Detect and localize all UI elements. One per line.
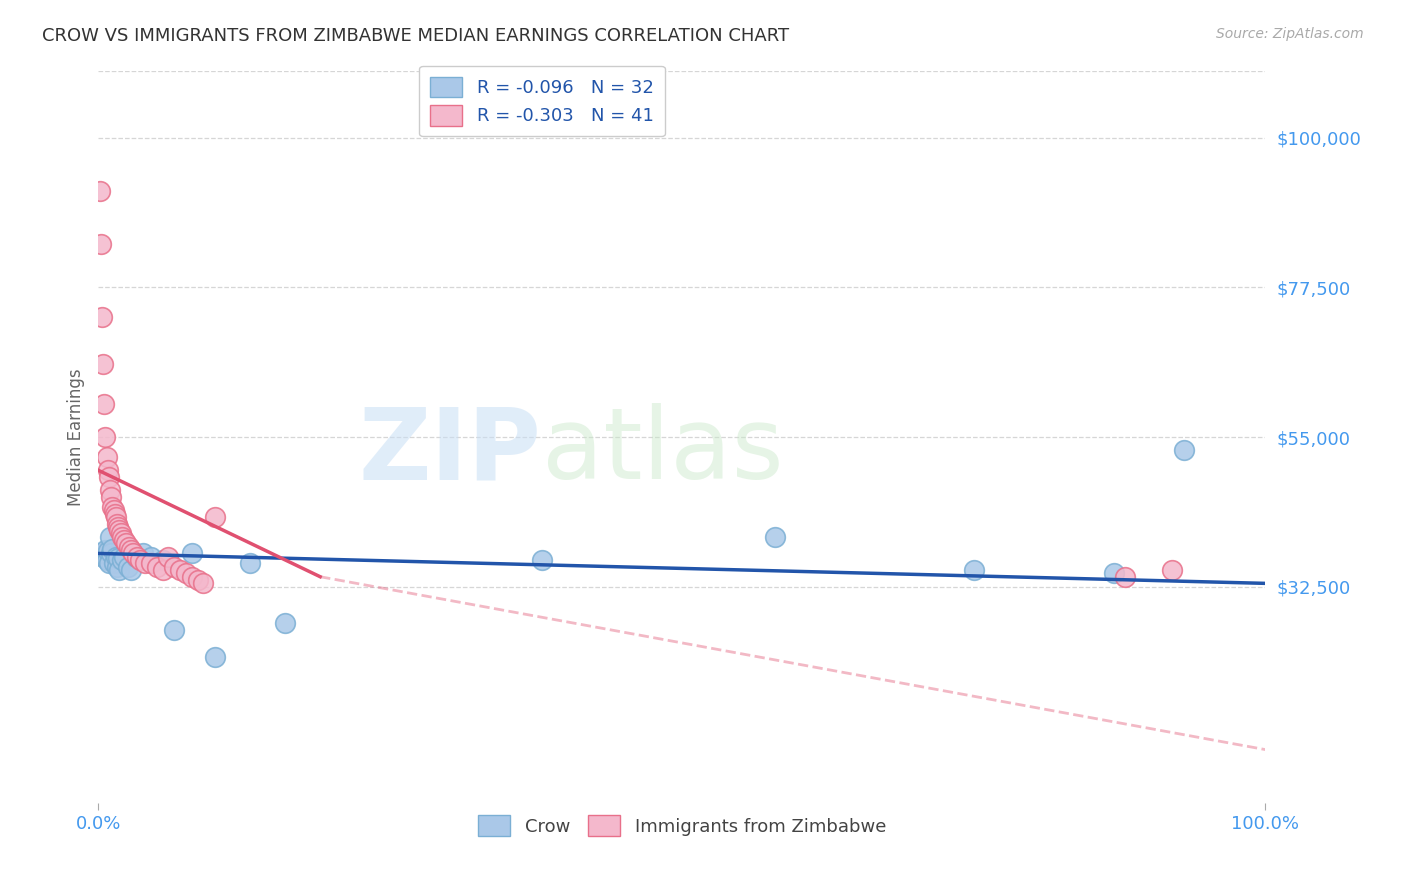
Point xyxy=(180,546,202,560)
Point xyxy=(129,553,152,567)
Point xyxy=(90,310,112,325)
Point xyxy=(274,616,297,631)
Legend: Crow, Immigrants from Zimbabwe: Crow, Immigrants from Zimbabwe xyxy=(468,806,896,845)
Point xyxy=(115,536,138,550)
Text: atlas: atlas xyxy=(541,403,783,500)
Point xyxy=(93,397,115,411)
Point xyxy=(962,563,984,577)
Point xyxy=(174,566,197,581)
Point xyxy=(104,509,127,524)
Point xyxy=(90,237,112,252)
Point xyxy=(90,546,112,560)
Point xyxy=(96,450,118,464)
Point xyxy=(204,649,226,664)
Point xyxy=(122,546,145,560)
Point xyxy=(111,553,134,567)
Point xyxy=(97,470,120,484)
Point xyxy=(108,523,131,537)
Point xyxy=(111,530,134,544)
Text: Source: ZipAtlas.com: Source: ZipAtlas.com xyxy=(1216,27,1364,41)
Point xyxy=(193,576,215,591)
Point xyxy=(110,526,132,541)
Point xyxy=(1161,563,1184,577)
Point xyxy=(103,557,125,571)
Point xyxy=(125,549,148,564)
Point xyxy=(163,623,186,637)
Point xyxy=(98,530,121,544)
Point xyxy=(118,540,141,554)
Point xyxy=(187,573,209,587)
Point xyxy=(96,553,118,567)
Point xyxy=(97,557,120,571)
Point xyxy=(98,483,121,498)
Point xyxy=(94,430,117,444)
Point xyxy=(104,549,127,564)
Y-axis label: Median Earnings: Median Earnings xyxy=(66,368,84,506)
Point xyxy=(105,516,128,531)
Point xyxy=(239,557,262,571)
Point xyxy=(169,563,191,577)
Point xyxy=(112,533,135,548)
Point xyxy=(91,549,114,564)
Point xyxy=(763,530,786,544)
Point xyxy=(97,544,120,558)
Text: CROW VS IMMIGRANTS FROM ZIMBABWE MEDIAN EARNINGS CORRELATION CHART: CROW VS IMMIGRANTS FROM ZIMBABWE MEDIAN … xyxy=(42,27,789,45)
Point xyxy=(105,559,128,574)
Point xyxy=(101,541,124,556)
Point xyxy=(152,553,174,567)
Point xyxy=(100,546,122,560)
Point xyxy=(120,543,142,558)
Text: ZIP: ZIP xyxy=(359,403,541,500)
Point xyxy=(97,463,120,477)
Point xyxy=(157,549,180,564)
Point xyxy=(1114,570,1136,584)
Point xyxy=(134,557,156,571)
Point xyxy=(1173,443,1195,458)
Point xyxy=(139,549,162,564)
Point xyxy=(125,549,148,564)
Point xyxy=(94,543,117,558)
Point xyxy=(180,570,202,584)
Point xyxy=(132,546,155,560)
Point xyxy=(204,509,226,524)
Point xyxy=(104,507,127,521)
Point xyxy=(112,549,135,564)
Point xyxy=(163,559,186,574)
Point xyxy=(152,563,174,577)
Point xyxy=(89,184,111,198)
Point xyxy=(530,553,553,567)
Point xyxy=(103,503,125,517)
Point xyxy=(146,559,169,574)
Point xyxy=(120,563,142,577)
Point xyxy=(101,500,124,514)
Point xyxy=(108,563,131,577)
Point xyxy=(139,557,162,571)
Point xyxy=(1102,566,1125,581)
Point xyxy=(91,357,114,371)
Point xyxy=(107,520,129,534)
Point xyxy=(100,490,122,504)
Point xyxy=(117,559,139,574)
Point xyxy=(107,551,129,566)
